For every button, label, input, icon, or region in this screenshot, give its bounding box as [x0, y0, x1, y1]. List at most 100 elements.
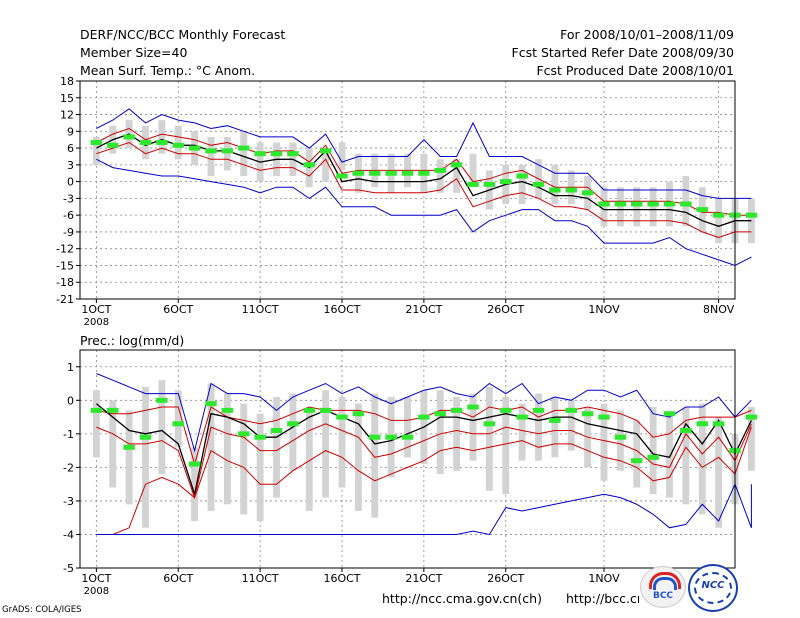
prec-spread-bar	[256, 413, 264, 522]
temp-spread-bar	[715, 198, 723, 244]
prec-green-mark	[156, 397, 168, 403]
prec-spread-bar	[535, 393, 542, 461]
prec-spread-bar	[371, 393, 379, 518]
prec-green-mark	[614, 434, 627, 440]
temp-green-mark	[450, 162, 463, 168]
prec-green-mark	[434, 411, 446, 417]
temp-ytick-label: -18	[56, 276, 74, 289]
prec-series-lower	[96, 423, 752, 500]
temp-green-mark	[745, 212, 758, 218]
prec-spread-bar	[485, 386, 493, 491]
temp-green-mark	[418, 170, 430, 176]
temp-green-mark	[156, 139, 168, 145]
temp-green-mark	[532, 181, 545, 187]
temp-spread-bar	[240, 131, 248, 177]
temp-green-mark	[172, 142, 184, 148]
prec-spread-bar	[174, 390, 182, 448]
temp-xtick-label: 1OCT	[81, 303, 111, 316]
prec-spread-bar	[404, 396, 411, 458]
temp-green-mark	[369, 170, 381, 176]
temp-green-mark	[254, 151, 266, 157]
prec-spread-bar	[338, 396, 346, 488]
bcc-url[interactable]: http://bcc.cma.gov.cn	[566, 591, 639, 606]
prec-spread-bar	[109, 400, 117, 488]
temp-xtick-label: 11OCT	[242, 303, 279, 316]
prec-green-mark	[188, 461, 201, 467]
temp-spread-bar	[174, 125, 182, 160]
temp-ytick-label: -9	[63, 226, 74, 239]
prec-green-mark	[139, 434, 152, 440]
temp-green-mark	[123, 134, 135, 140]
temp-spread-bar	[338, 142, 346, 171]
temp-green-mark	[614, 201, 627, 207]
temp-green-mark	[238, 145, 250, 151]
temp-green-mark	[287, 151, 299, 157]
prec-spread-bar	[191, 447, 199, 522]
prec-spread-bar	[354, 403, 362, 511]
temp-green-mark	[500, 179, 512, 185]
temp-green-mark	[401, 170, 414, 176]
temp-xtick-label: 26OCT	[487, 303, 524, 316]
prec-green-mark	[500, 407, 512, 413]
prec-spread-bar	[92, 390, 100, 458]
prec-ytick-label: -4	[63, 528, 74, 541]
prec-spread-bar	[125, 410, 133, 505]
temp-spread-bar	[649, 187, 657, 227]
prec-green-mark	[369, 434, 381, 440]
prec-green-mark	[270, 427, 283, 433]
prec-series-min	[96, 482, 752, 536]
prec-xtick-label: 16OCT	[323, 572, 360, 585]
prec-green-mark	[385, 434, 397, 440]
prec-green-mark	[581, 411, 594, 417]
prec-green-mark	[172, 421, 184, 427]
prec-xtick-sublabel: 2008	[84, 586, 109, 597]
prec-green-mark	[107, 407, 119, 413]
temp-xtick-label: 21OCT	[405, 303, 442, 316]
prec-green-mark	[205, 401, 217, 407]
temp-ytick-label: 12	[60, 109, 74, 122]
prec-green-mark	[712, 421, 725, 427]
prec-green-mark	[287, 421, 299, 427]
temp-spread-bar	[207, 136, 215, 177]
temp-ytick-label: -3	[63, 192, 74, 205]
temp-spread-bar	[616, 187, 624, 227]
prec-spread-bar	[600, 403, 608, 481]
prec-spread-bar	[289, 393, 297, 471]
prec-ytick-label: 0	[67, 394, 74, 407]
prec-spread-bar	[305, 407, 313, 511]
prec-green-mark	[123, 444, 135, 450]
temp-green-mark	[188, 145, 201, 151]
prec-spread-bar	[223, 393, 231, 505]
prec-ytick-label: -3	[63, 495, 74, 508]
temp-green-mark	[581, 190, 594, 196]
prec-spread-bar	[698, 403, 706, 515]
prec-spread-bar	[502, 396, 510, 495]
temp-ytick-label: 0	[67, 176, 74, 189]
prec-spread-bar	[551, 396, 559, 458]
prec-series-min-upper	[96, 426, 752, 535]
prec-green-mark	[352, 411, 365, 417]
prec-green-mark	[303, 407, 315, 413]
temp-green-mark	[467, 181, 479, 187]
prec-green-mark	[336, 414, 348, 420]
variable-label: Mean Surf. Temp.: °C Anom.	[80, 63, 256, 78]
prec-xtick-label: 1OCT	[81, 572, 111, 585]
temp-xtick-label: 8NOV	[703, 303, 735, 316]
prec-green-mark	[401, 434, 414, 440]
ncc-url[interactable]: http://ncc.cma.gov.cn(ch)	[382, 591, 542, 606]
prec-frame	[79, 349, 736, 569]
prec-series-mean	[95, 403, 752, 497]
temp-green-mark	[663, 201, 676, 207]
temp-spread-bar	[600, 187, 608, 227]
temp-spread-bar	[682, 176, 690, 227]
temp-ytick-label: 15	[60, 92, 74, 105]
temp-green-mark	[434, 167, 446, 173]
prec-ytick-label: 1	[67, 361, 74, 374]
prec-green-mark	[598, 414, 610, 420]
prec-spread-bar	[453, 396, 461, 471]
temp-ytick-label: -21	[56, 293, 74, 306]
temp-spread-bar	[469, 153, 477, 188]
temp-green-mark	[696, 207, 708, 213]
